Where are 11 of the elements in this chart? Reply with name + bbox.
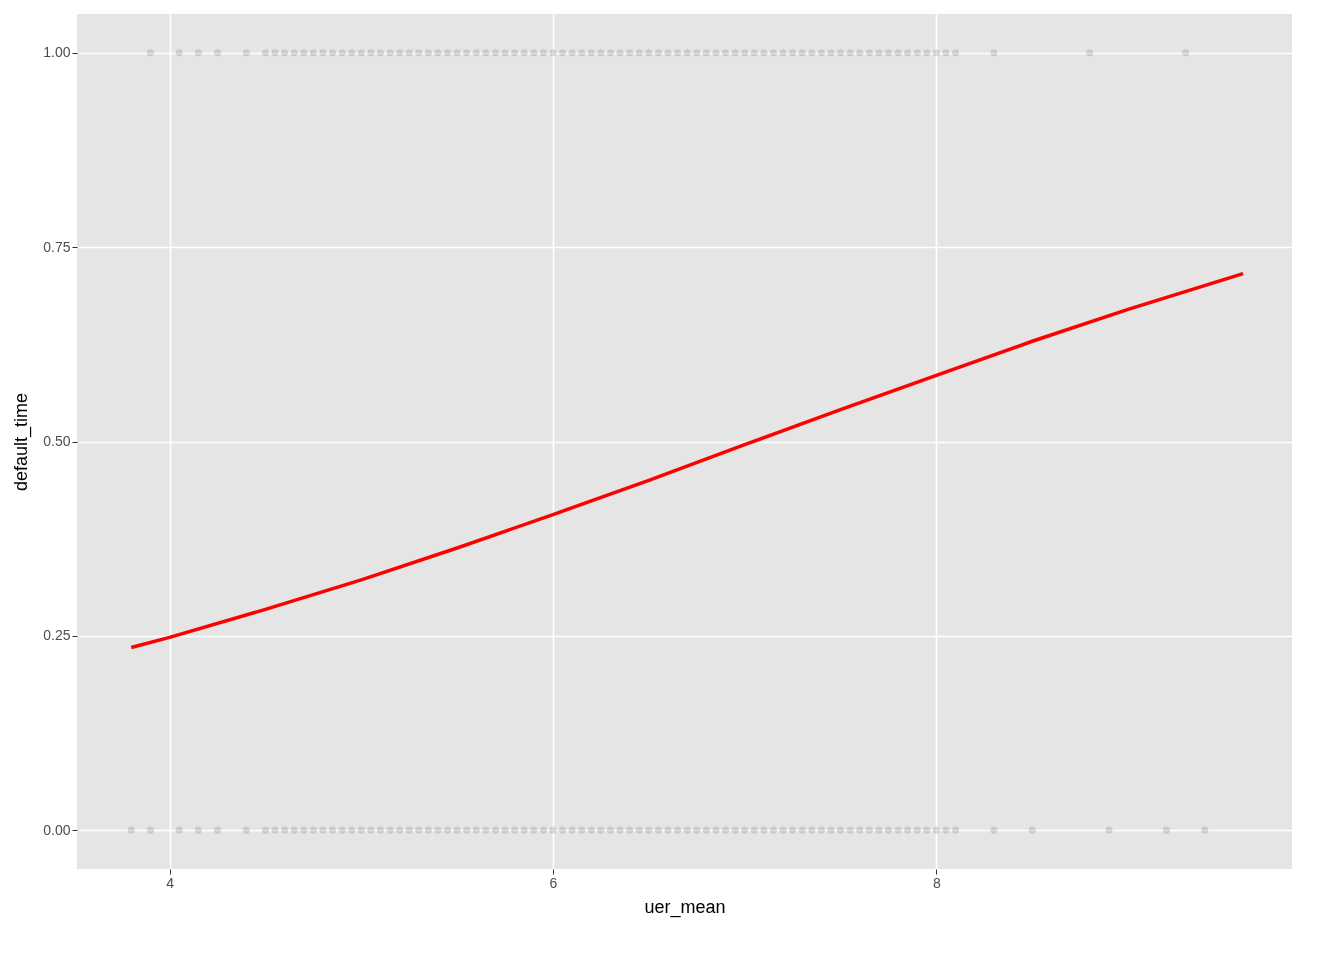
x-tick-label: 6 — [549, 874, 558, 891]
y-tick-label: 0.00 — [43, 821, 71, 838]
x-tick-label: 8 — [933, 874, 941, 891]
y-tick-label: 0.50 — [43, 433, 71, 449]
line-series — [129, 271, 1245, 650]
y-axis-title: default_time — [11, 392, 33, 492]
y-tick-label: 1.00 — [43, 44, 71, 61]
y-tick-label: 0.25 — [43, 627, 71, 644]
x-tick-label: 4 — [166, 874, 175, 891]
x-axis-title: uer_mean — [644, 896, 726, 918]
y-tick-label: 0.75 — [43, 238, 71, 255]
